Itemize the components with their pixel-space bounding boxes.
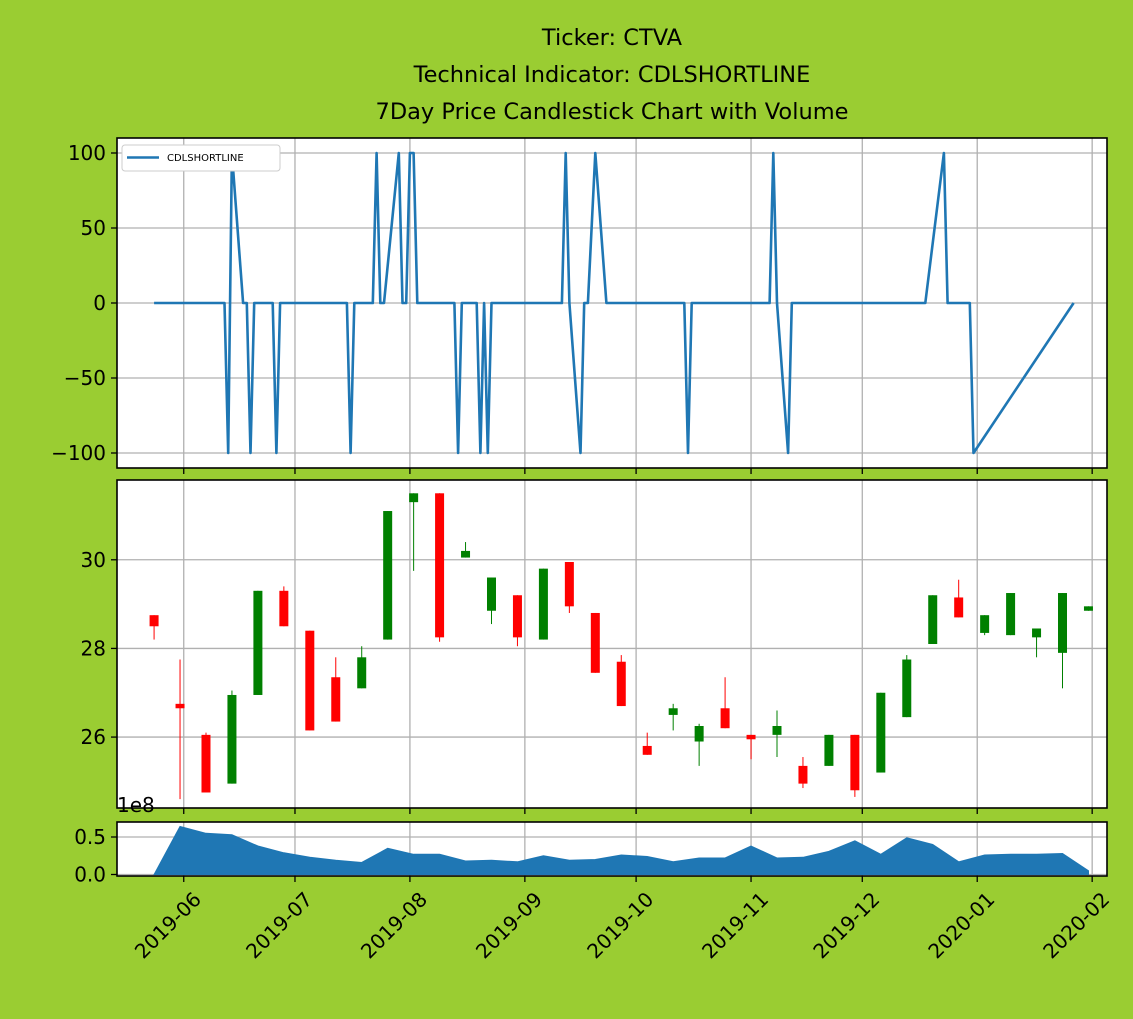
candle-body-down	[279, 590, 289, 627]
price-grid	[117, 480, 1107, 808]
y-tick-label: 28	[81, 636, 106, 660]
candle-body-up	[1006, 593, 1016, 636]
indicator-legend: CDLSHORTLINE	[121, 144, 281, 172]
legend-box	[121, 144, 281, 172]
candle-body-up	[772, 726, 782, 735]
candle-body-down	[720, 708, 730, 729]
y-tick-label: 0.5	[74, 825, 106, 849]
price-plot-area	[117, 480, 1107, 808]
y-tick-label: 30	[81, 548, 106, 572]
price-frame	[116, 479, 1108, 809]
candle-body-down	[954, 597, 964, 618]
candle-body-up	[227, 694, 237, 784]
candle-body-up	[383, 511, 393, 640]
candle-body-up	[668, 708, 678, 715]
candle-body-down	[201, 734, 211, 793]
price-y-axis: 26 28 30	[81, 548, 117, 749]
candle-body-up	[980, 615, 990, 633]
y-tick-label: 0.0	[74, 863, 106, 887]
y-tick-label: −50	[64, 366, 106, 390]
candle-body-up	[902, 659, 912, 718]
chart-title-line-1: Ticker: CTVA	[541, 25, 683, 51]
candle-body-up	[928, 595, 938, 644]
volume-y-axis: 0.0 0.5	[74, 825, 117, 887]
candle-body-down	[564, 562, 574, 607]
indicator-x-ticks	[183, 468, 1093, 474]
chart-title-line-3: 7Day Price Candlestick Chart with Volume	[376, 99, 849, 125]
y-tick-label: 100	[68, 141, 106, 165]
candle-body-up	[409, 493, 419, 503]
candle-body-down	[642, 745, 652, 755]
candle-body-up	[876, 692, 886, 773]
y-tick-label: 26	[81, 725, 106, 749]
candle-body-down	[798, 765, 808, 784]
candle-body-down	[149, 615, 159, 627]
candle-body-down	[746, 734, 756, 740]
candle-body-up	[1032, 628, 1042, 638]
y-tick-label: 0	[93, 291, 106, 315]
indicator-y-axis: 100 50 0 −50 −100	[51, 141, 117, 465]
candle-body-down	[175, 703, 185, 709]
candle-body-up	[253, 590, 263, 695]
candle-body-down	[305, 630, 315, 731]
candle-body-down	[850, 734, 860, 791]
cdlshortline-series-line	[154, 151, 1075, 455]
candle-body-down	[331, 677, 341, 722]
candle-body-down	[435, 493, 445, 638]
legend-label: CDLSHORTLINE	[167, 153, 244, 164]
price-candles	[149, 493, 1093, 800]
candle-body-up	[486, 577, 496, 611]
candle-body-down	[590, 612, 600, 673]
indicator-panel: 100 50 0 −50 −100 CDLSHORTLINE	[51, 137, 1108, 474]
candle-body-up	[1058, 593, 1068, 653]
chart-title-line-2: Technical Indicator: CDLSHORTLINE	[413, 62, 811, 88]
candle-body-up	[694, 726, 704, 742]
candle-body-up	[357, 657, 367, 689]
volume-area	[153, 825, 1089, 875]
y-tick-label: −100	[51, 441, 106, 465]
candle-body-up	[461, 550, 471, 558]
candle-body-down	[512, 595, 522, 638]
volume-frame	[116, 821, 1108, 877]
volume-offset-label: 1e8	[117, 793, 155, 817]
candle-body-down	[616, 661, 626, 707]
y-tick-label: 50	[81, 216, 106, 240]
candle-body-up	[824, 734, 834, 766]
candle-body-up	[1083, 606, 1093, 611]
price-x-ticks	[183, 808, 1093, 814]
price-panel: 26 28 30	[81, 479, 1108, 814]
candle-body-up	[538, 568, 548, 640]
